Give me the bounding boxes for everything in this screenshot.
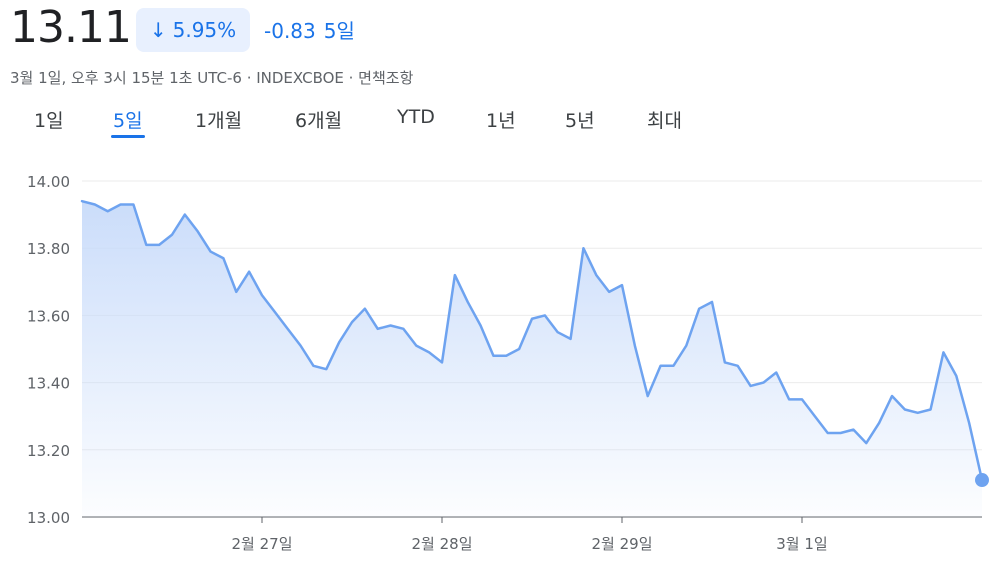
change-summary: -0.83 5일 (264, 15, 363, 44)
x-tick-label: 2월 28일 (412, 535, 473, 553)
quote-meta: 3월 1일, 오후 3시 15분 1초 UTC-6 · INDEXCBOE · … (10, 69, 414, 87)
tab-max[interactable]: 최대 (647, 110, 682, 132)
y-tick-label: 13.20 (27, 442, 70, 460)
y-tick-label: 13.00 (27, 509, 70, 527)
tab-5y[interactable]: 5년 (565, 110, 595, 132)
price-chart[interactable]: 13.00 13.20 13.40 13.60 13.80 14.00 2월 27일 2월 2… (0, 160, 995, 566)
tab-1d[interactable]: 1일 (34, 110, 64, 132)
y-tick-label: 13.60 (27, 307, 70, 325)
current-price: 13.11 (10, 2, 132, 53)
arrow-down-icon: ↓ (149, 18, 167, 42)
tab-ytd[interactable]: YTD (397, 106, 435, 128)
change-percent: 5.95% (172, 18, 237, 42)
tab-1y[interactable]: 1년 (486, 110, 516, 132)
range-tabs: 1일 5일 1개월 6개월 YTD 1년 5년 최대 (0, 106, 995, 138)
x-tick-label: 2월 29일 (592, 535, 653, 553)
last-price-marker (975, 473, 989, 488)
y-tick-label: 14.00 (27, 173, 70, 191)
price-area (82, 201, 982, 517)
x-tick-label: 3월 1일 (776, 535, 827, 553)
tab-6m[interactable]: 6개월 (295, 110, 343, 132)
change-absolute: -0.83 (264, 19, 316, 43)
price-line (80, 199, 984, 482)
tab-1m[interactable]: 1개월 (195, 110, 243, 132)
change-period: 5일 (323, 19, 355, 43)
y-tick-label: 13.40 (27, 375, 70, 393)
tab-5d[interactable]: 5일 (111, 106, 145, 138)
x-tick-label: 2월 27일 (232, 535, 293, 553)
y-tick-label: 13.80 (27, 240, 70, 258)
change-percent-badge: ↓ 5.95% (136, 8, 250, 52)
